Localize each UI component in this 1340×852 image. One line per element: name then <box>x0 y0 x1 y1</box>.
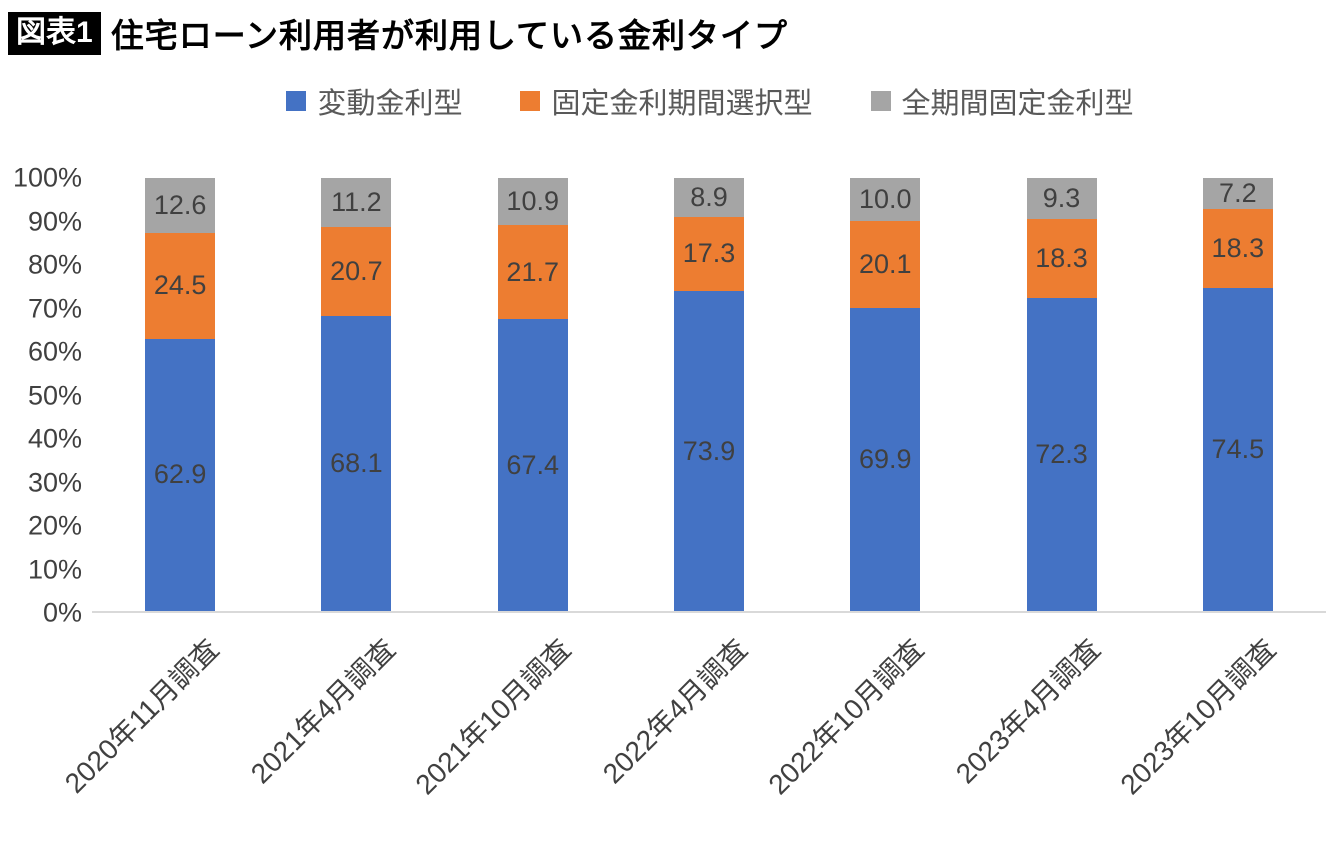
x-axis-cell: 2021年4月調査 <box>244 613 444 845</box>
page-title: 住宅ローン利用者が利用している金利タイプ <box>110 17 789 54</box>
legend-label: 固定金利期間選択型 <box>551 88 813 120</box>
y-axis-tick: 0% <box>42 597 82 628</box>
bar-segment-series-2[interactable]: 10.0 <box>850 178 921 222</box>
y-axis-tick: 90% <box>27 206 82 236</box>
x-axis-cell: 2022年4月調査 <box>597 613 797 845</box>
legend-label: 全期間固定金利型 <box>901 88 1134 120</box>
bar-segment-series-2[interactable]: 9.3 <box>1026 178 1097 219</box>
y-axis-tick: 70% <box>27 293 82 323</box>
stacked-bar[interactable]: 73.9 17.3 8.9 <box>673 178 744 611</box>
plot-area: 62.9 24.5 12.6 68.1 20.7 11.2 67.4 21.7 10.9 73.9… <box>92 178 1326 613</box>
y-axis-tick: 40% <box>27 423 82 454</box>
segment-value-label: 24.5 <box>153 270 207 301</box>
legend-swatch-icon <box>520 91 541 111</box>
segment-value-label: 10.0 <box>858 184 912 215</box>
legend-swatch-icon <box>870 91 891 111</box>
bar-segment-series-0[interactable]: 62.9 <box>145 338 216 611</box>
segment-value-label: 67.4 <box>506 449 559 480</box>
segment-value-label: 74.5 <box>1211 434 1265 465</box>
segment-value-label: 73.9 <box>682 435 736 466</box>
segment-value-label: 10.9 <box>506 186 559 217</box>
legend: 変動金利型 固定金利期間選択型 全期間固定金利型 <box>100 80 1320 122</box>
segment-value-label: 21.7 <box>506 256 559 287</box>
bar-segment-series-1[interactable]: 24.5 <box>145 232 216 339</box>
y-axis: 100% 90% 80% 70% 60% 50% 40% 30% 20% 10% 0% <box>6 163 92 628</box>
bar-segment-series-1[interactable]: 18.3 <box>1202 209 1273 289</box>
bar-cell: 74.5 18.3 7.2 <box>1150 178 1326 611</box>
chart-number-badge: 図表1 <box>8 11 101 55</box>
legend-item-2[interactable]: 全期間固定金利型 <box>870 80 1134 122</box>
bar-segment-series-0[interactable]: 72.3 <box>1026 297 1097 611</box>
x-axis: 2020年11月調査 2021年4月調査 2021年10月調査 2022年4月調査 20… <box>59 613 1326 845</box>
bar-cell: 62.9 24.5 12.6 <box>92 178 268 611</box>
legend-item-1[interactable]: 固定金利期間選択型 <box>520 80 813 122</box>
stacked-bar[interactable]: 74.5 18.3 7.2 <box>1202 178 1273 611</box>
stacked-bar[interactable]: 67.4 21.7 10.9 <box>497 178 568 611</box>
segment-value-label: 20.7 <box>330 255 383 286</box>
chart-header: 図表1 住宅ローン利用者が利用している金利タイプ <box>0 0 1340 56</box>
y-axis-tick: 80% <box>27 249 82 280</box>
x-axis-cell: 2023年4月調査 <box>950 613 1149 845</box>
legend-label: 変動金利型 <box>317 88 463 120</box>
bar-segment-series-2[interactable]: 12.6 <box>145 178 216 233</box>
bar-cell: 67.4 21.7 10.9 <box>445 178 621 611</box>
stacked-bar[interactable]: 62.9 24.5 12.6 <box>145 178 216 611</box>
stacked-bar[interactable]: 68.1 20.7 11.2 <box>321 178 392 611</box>
segment-value-label: 18.3 <box>1211 233 1265 264</box>
y-axis-tick: 10% <box>27 554 82 584</box>
chart-area: 100% 90% 80% 70% 60% 50% 40% 30% 20% 10% 0% 62.9 24… <box>0 163 1340 628</box>
y-axis-tick: 60% <box>27 336 82 367</box>
x-axis-cell: 2022年10月調査 <box>762 613 973 845</box>
segment-value-label: 69.9 <box>858 444 912 475</box>
stacked-bar[interactable]: 72.3 18.3 9.3 <box>1026 178 1097 611</box>
bar-segment-series-0[interactable]: 68.1 <box>321 316 392 611</box>
bar-segment-series-1[interactable]: 20.7 <box>321 226 392 317</box>
bar-segment-series-1[interactable]: 21.7 <box>497 225 568 320</box>
x-axis-label: 2020年11月調査 <box>58 633 225 799</box>
bar-cell: 72.3 18.3 9.3 <box>973 178 1149 611</box>
y-axis-tick: 20% <box>27 510 82 541</box>
bar-segment-series-0[interactable]: 69.9 <box>850 308 921 611</box>
segment-value-label: 20.1 <box>858 249 912 280</box>
bar-segment-series-2[interactable]: 7.2 <box>1202 178 1273 210</box>
bar-segment-series-2[interactable]: 11.2 <box>321 178 392 227</box>
bar-segment-series-1[interactable]: 20.1 <box>850 221 921 309</box>
legend-swatch-icon <box>286 91 307 111</box>
segment-value-label: 9.3 <box>1042 183 1081 214</box>
segment-value-label: 68.1 <box>330 448 383 479</box>
y-axis-tick: 100% <box>12 162 82 193</box>
bar-cell: 68.1 20.7 11.2 <box>268 178 444 611</box>
bar-segment-series-0[interactable]: 74.5 <box>1202 288 1273 611</box>
segment-value-label: 18.3 <box>1035 242 1088 273</box>
segment-value-label: 11.2 <box>331 186 382 217</box>
y-axis-tick: 30% <box>27 467 82 497</box>
segment-value-label: 12.6 <box>153 189 207 220</box>
segment-value-label: 72.3 <box>1035 438 1088 469</box>
legend-item-0[interactable]: 変動金利型 <box>286 80 462 122</box>
x-axis-cell: 2023年10月調査 <box>1115 613 1326 845</box>
stacked-bar[interactable]: 69.9 20.1 10.0 <box>850 178 921 611</box>
bar-segment-series-0[interactable]: 67.4 <box>497 319 568 611</box>
bar-segment-series-0[interactable]: 73.9 <box>673 291 744 611</box>
x-axis-cell: 2021年10月調査 <box>410 613 621 845</box>
segment-value-label: 62.9 <box>153 459 207 490</box>
bar-cell: 73.9 17.3 8.9 <box>621 178 797 611</box>
bar-segment-series-2[interactable]: 8.9 <box>673 178 744 217</box>
y-axis-tick: 50% <box>27 380 82 410</box>
bar-segment-series-2[interactable]: 10.9 <box>497 178 568 226</box>
bar-segment-series-1[interactable]: 17.3 <box>673 216 744 292</box>
segment-value-label: 8.9 <box>690 181 728 212</box>
bar-cell: 69.9 20.1 10.0 <box>797 178 973 611</box>
x-axis-cell: 2020年11月調査 <box>59 613 268 845</box>
segment-value-label: 17.3 <box>682 238 736 269</box>
segment-value-label: 7.2 <box>1219 178 1257 209</box>
bar-segment-series-1[interactable]: 18.3 <box>1026 218 1097 298</box>
